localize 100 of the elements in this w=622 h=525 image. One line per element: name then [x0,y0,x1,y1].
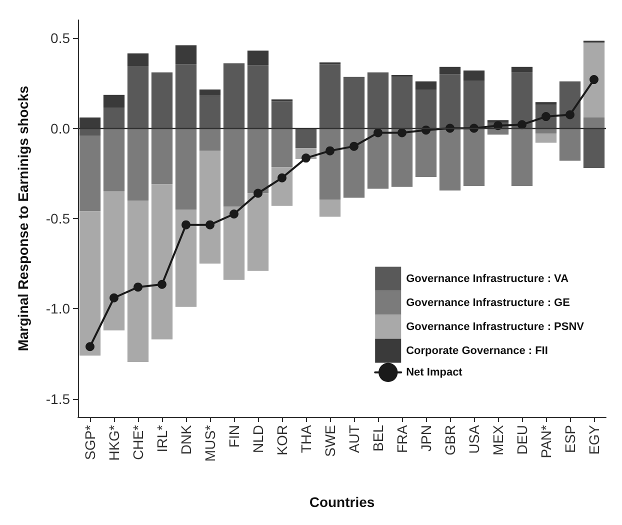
bar [127,53,149,66]
x-tick-label: ESP [562,425,578,454]
x-tick-label: GBR [442,425,458,456]
x-tick-label: MEX [490,424,506,456]
point [134,282,142,292]
point [206,220,214,230]
point [254,188,262,198]
bar [199,128,221,151]
y-tick-label: -1.0 [46,300,70,317]
x-tick-label: FRA [394,424,410,453]
bar [343,76,365,128]
bar [199,96,221,128]
bar [511,128,533,186]
legend-label: Governance Infrastructure : PSNV [406,320,585,333]
point [398,128,406,138]
bar [175,209,197,307]
bar [439,66,461,74]
legend-label: Corporate Governance : FII [406,344,548,357]
x-tick-label: DNK [178,424,194,455]
bar [319,200,341,217]
bar [439,74,461,128]
bar [151,128,173,184]
x-tick-label: BEL [370,424,386,452]
x-tick-label: THA [298,424,314,453]
x-tick-label: NLD [250,425,266,454]
bar [151,184,173,340]
x-tick-label: HKG* [106,424,122,461]
point [566,110,574,120]
x-tick-label: SWE [322,425,338,457]
x-tick-label: FIN [226,425,242,448]
bar [343,128,365,198]
bar [367,72,389,128]
bar [415,128,437,177]
bar [439,128,461,191]
x-tick-label: CHE* [130,424,146,460]
bar [247,193,269,271]
point [182,220,190,230]
bar [199,89,221,96]
point [590,75,598,84]
x-tick-label: AUT [346,424,362,453]
bar [415,81,437,90]
point [350,142,358,151]
bar [199,150,221,264]
bar [319,64,341,128]
y-tick-label: -0.5 [46,210,70,226]
bar [511,72,533,128]
point [230,209,238,218]
x-tick-label: IRL* [154,424,170,452]
bar [583,42,605,118]
bar [103,108,125,128]
bar [271,128,293,168]
bar [367,128,389,189]
bar [271,101,293,128]
bar [175,128,197,210]
bar [79,211,101,356]
bar [223,206,245,280]
bar [511,66,533,72]
x-tick-label: JPN [418,425,434,452]
bar [583,117,605,128]
bar [583,128,605,168]
bar [391,128,413,187]
x-tick-label: DEU [514,425,530,455]
point [518,120,526,130]
x-axis-title: Countries [309,494,375,510]
bar [151,72,173,128]
bar [175,45,197,64]
bar [103,94,125,108]
point [278,173,286,182]
bar [223,63,245,128]
bar [295,128,317,148]
legend-label: Governance Infrastructure : VA [406,272,569,285]
x-tick-label: MUS* [202,424,218,462]
legend-label: Net Impact [406,366,463,378]
y-tick-label: 0.0 [50,120,70,136]
legend-label: Governance Infrastructure : GE [406,296,570,309]
bar [559,128,581,161]
y-tick-label: 0.5 [50,30,70,46]
x-tick-label: PAN* [538,424,554,458]
point [86,342,94,352]
bar [247,50,269,66]
x-tick-label: KOR [274,425,290,456]
bar [535,134,557,143]
bar [175,64,197,128]
bar [463,70,485,80]
bar [391,76,413,128]
bar [463,128,485,186]
bar [103,128,125,192]
x-tick-label: USA [466,424,482,454]
bar [127,128,149,200]
bar [463,80,485,128]
bar [247,65,269,128]
x-tick-label: SGP* [82,424,98,460]
bar [247,128,269,194]
bar [319,128,341,200]
y-axis-title: Marginal Response to Earninigs shocks [15,86,31,352]
bar [535,102,557,105]
point [158,280,166,289]
x-tick-label: EGY [586,424,602,455]
bar [223,128,245,207]
bar [127,66,149,128]
